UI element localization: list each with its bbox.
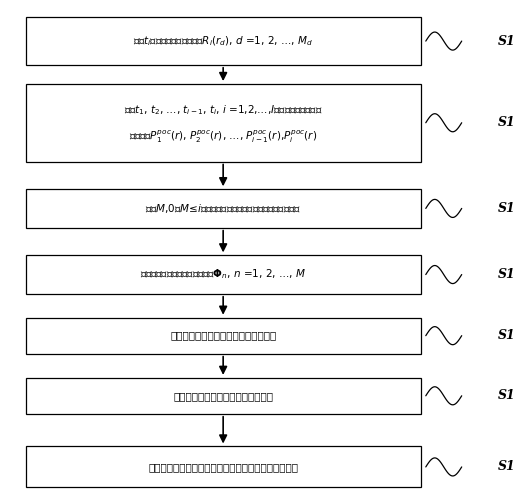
Text: 功率分布$P_1^{poc}$($r$), $P_2^{poc}$($r$), …, $P_{i-1}^{poc}$($r$),$P_i^{poc}$($r$): 功率分布$P_1^{poc}$($r$), $P_2^{poc}$($r$), … (129, 128, 317, 145)
Text: S150: S150 (498, 329, 513, 342)
FancyBboxPatch shape (26, 446, 421, 487)
FancyBboxPatch shape (26, 84, 421, 161)
Text: 选取$M$,0＜$M$≤$i$个功率分布，构成本征正交分解的样本空间: 选取$M$,0＜$M$≤$i$个功率分布，构成本征正交分解的样本空间 (145, 202, 301, 215)
Text: S110: S110 (498, 35, 513, 48)
FancyBboxPatch shape (26, 256, 421, 294)
Text: 读取$t_1$, $t_2$, …, $t_{i-1}$, $t_i$, $i$ =1,2,…,$I$时刻堆芯跟踪计算的: 读取$t_1$, $t_2$, …, $t_{i-1}$, $t_i$, $i$… (124, 103, 323, 117)
Text: 根据展开系数及本征正交基，计算堆芯功率分布重构值: 根据展开系数及本征正交基，计算堆芯功率分布重构值 (148, 462, 298, 472)
FancyBboxPatch shape (26, 318, 421, 354)
Text: S120: S120 (498, 116, 513, 129)
Text: S160: S160 (498, 389, 513, 402)
FancyBboxPatch shape (26, 18, 421, 65)
Text: S130: S130 (498, 202, 513, 215)
Text: 读取$t_i$时刻中子探测器测量值$R_i$($r_d$), $d$ =1, 2, …, $M_d$: 读取$t_i$时刻中子探测器测量值$R_i$($r_d$), $d$ =1, 2… (133, 34, 313, 48)
Text: S140: S140 (498, 268, 513, 281)
Text: 对待重构的堆芯功率分布进行函数展开: 对待重构的堆芯功率分布进行函数展开 (170, 331, 277, 341)
Text: S170: S170 (498, 460, 513, 473)
FancyBboxPatch shape (26, 378, 421, 414)
Text: 根据中子探测器测量值求解展开系数: 根据中子探测器测量值求解展开系数 (173, 391, 273, 401)
Text: 本征正交分解，获得本征正交基$\mathbf{\Phi}_n$, $n$ =1, 2, …, $M$: 本征正交分解，获得本征正交基$\mathbf{\Phi}_n$, $n$ =1,… (140, 268, 306, 282)
FancyBboxPatch shape (26, 189, 421, 227)
